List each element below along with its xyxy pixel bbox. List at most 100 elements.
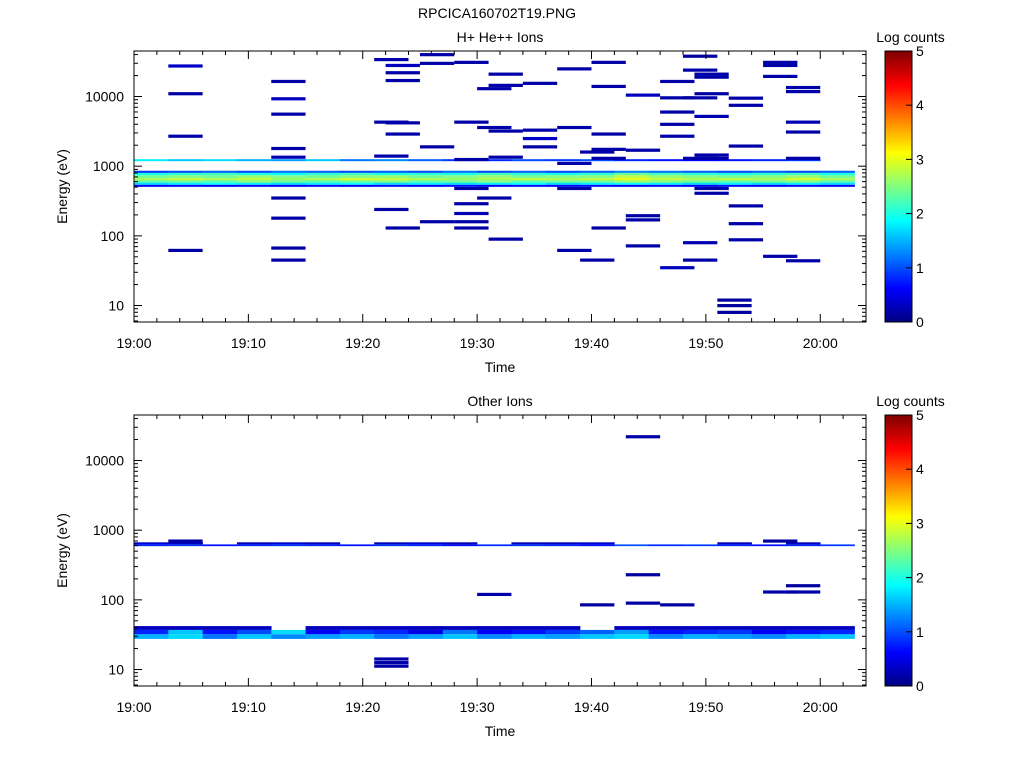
- heatmap-cell: [648, 182, 684, 185]
- heatmap-cell: [545, 172, 581, 176]
- heatmap-cell: [419, 220, 455, 224]
- heatmap-cell: [820, 175, 855, 178]
- heatmap-cell: [717, 310, 752, 314]
- heatmap-cell: [454, 186, 489, 191]
- colorbar-segment: [885, 636, 912, 639]
- colorbar-segment: [885, 654, 912, 658]
- heatmap-cell: [168, 159, 203, 162]
- plot-frame: [133, 414, 867, 687]
- heatmap-cell: [785, 626, 821, 630]
- heatmap-cell: [751, 184, 787, 187]
- colorbar-segment: [885, 489, 912, 493]
- colorbar-tick-label: 1: [916, 260, 924, 276]
- heatmap-cell: [625, 573, 661, 577]
- colorbar-segment: [885, 89, 912, 93]
- heatmap-cell: [580, 159, 615, 162]
- colorbar-segment: [885, 181, 912, 185]
- heatmap-cell: [728, 96, 764, 100]
- heatmap-cell: [648, 172, 684, 176]
- colorbar-segment: [885, 595, 912, 599]
- colorbar-tick-label: 5: [916, 43, 924, 59]
- heatmap-cell: [374, 184, 409, 187]
- colorbar-segment: [885, 453, 912, 457]
- heatmap-cell: [236, 159, 272, 162]
- heatmap-cell: [545, 175, 581, 178]
- heatmap-cell: [202, 180, 238, 183]
- colorbar-segment: [885, 509, 912, 513]
- heatmap-cell: [374, 159, 409, 162]
- heatmap-cell: [271, 184, 306, 187]
- heatmap-cell: [785, 175, 821, 178]
- heatmap-cell: [683, 258, 718, 262]
- heatmap-cell: [271, 175, 306, 178]
- colorbar-segment: [885, 66, 912, 70]
- colorbar-segment: [885, 121, 912, 124]
- heatmap-cell: [271, 79, 306, 84]
- heatmap-cell: [236, 542, 272, 545]
- heatmap-cell: [168, 134, 203, 138]
- colorbar-segment: [885, 647, 912, 651]
- colorbar-segment: [885, 681, 912, 685]
- colorbar-segment: [885, 466, 912, 470]
- colorbar-segment: [885, 665, 912, 669]
- heatmap-cell: [385, 78, 420, 83]
- heatmap-cell: [168, 177, 203, 181]
- heatmap-cell: [648, 159, 684, 162]
- colorbar-segment: [885, 557, 912, 560]
- heatmap-cell: [660, 266, 695, 270]
- heatmap-cell: [694, 72, 729, 76]
- colorbar-segment: [885, 570, 912, 574]
- colorbar-segment: [885, 211, 912, 214]
- y-axis-label: Energy (eV): [54, 149, 70, 224]
- heatmap-cell: [694, 114, 729, 118]
- heatmap-cell: [728, 238, 764, 242]
- heatmap-cell: [557, 67, 592, 71]
- heatmap-cell: [785, 182, 821, 185]
- heatmap-cell: [454, 157, 489, 162]
- heatmap-cell: [408, 177, 444, 181]
- heatmap-cell: [683, 96, 718, 100]
- heatmap-cell: [751, 175, 787, 178]
- heatmap-cell: [271, 159, 306, 162]
- heatmap-cell: [580, 544, 615, 547]
- heatmap-cell: [477, 170, 512, 173]
- colorbar-segment: [885, 543, 912, 547]
- heatmap-cell: [305, 180, 341, 183]
- colorbar-tick-label: 1: [916, 624, 924, 640]
- colorbar-segment: [885, 516, 912, 520]
- y-tick-label: 10: [108, 298, 124, 314]
- heatmap-cell: [545, 182, 581, 185]
- heatmap-cell: [134, 175, 169, 178]
- heatmap-cell: [751, 159, 787, 162]
- colorbar-segment: [885, 310, 912, 314]
- y-tick-label: 10000: [85, 453, 124, 469]
- colorbar-segment: [885, 652, 912, 655]
- heatmap-cell: [236, 184, 272, 187]
- panel-title: Other Ions: [467, 393, 532, 409]
- colorbar-segment: [885, 439, 912, 443]
- colorbar-segment: [885, 451, 912, 454]
- heatmap-cell: [625, 435, 661, 439]
- heatmap-cell: [134, 170, 169, 173]
- heatmap-cell: [751, 634, 787, 639]
- colorbar-segment: [885, 514, 912, 518]
- heatmap-cell: [442, 184, 478, 187]
- heatmap-cell: [763, 254, 798, 258]
- heatmap-cell: [683, 175, 718, 178]
- colorbar-segment: [885, 93, 912, 97]
- heatmap-cell: [271, 542, 306, 545]
- heatmap-cell: [614, 175, 649, 178]
- heatmap-cell: [271, 216, 306, 220]
- heatmap-cell: [717, 626, 752, 630]
- x-axis-label: Time: [485, 359, 516, 375]
- colorbar-segment: [885, 281, 912, 285]
- heatmap-cell: [580, 175, 615, 178]
- heatmap-cell: [511, 170, 547, 173]
- colorbar-segment: [885, 57, 912, 61]
- colorbar-segment: [885, 457, 912, 461]
- colorbar-segment: [885, 148, 912, 151]
- heatmap-cell: [660, 122, 695, 126]
- heatmap-cell: [717, 304, 752, 308]
- heatmap-cell: [694, 75, 729, 79]
- heatmap-cell: [408, 180, 444, 183]
